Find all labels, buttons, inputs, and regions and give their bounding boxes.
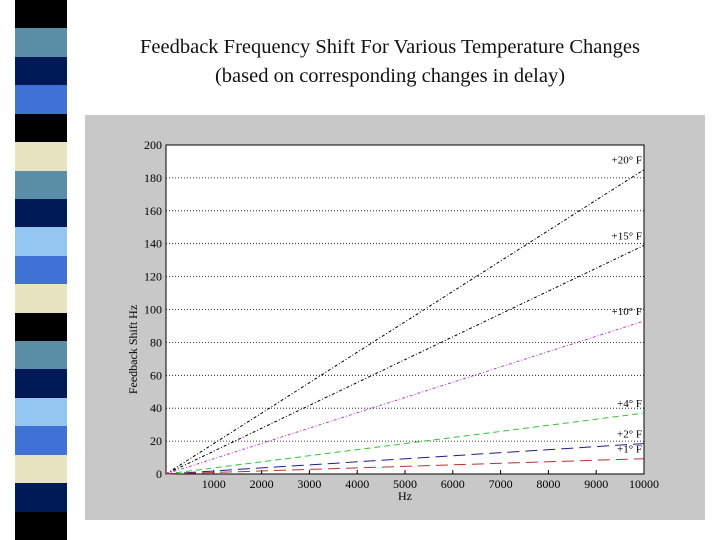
stripe-block bbox=[15, 369, 67, 399]
y-tick-label: 40 bbox=[150, 401, 162, 415]
series-line bbox=[165, 320, 645, 475]
y-tick-label: 80 bbox=[150, 335, 162, 349]
series-line bbox=[165, 412, 645, 475]
stripe-block bbox=[15, 113, 67, 143]
y-tick-label: 20 bbox=[150, 434, 162, 448]
plot-area bbox=[165, 144, 645, 475]
x-tick-label: 5000 bbox=[393, 477, 417, 491]
x-tick-label: 1000 bbox=[202, 477, 226, 491]
x-tick-label: 10000 bbox=[629, 477, 659, 491]
stripe-block bbox=[15, 28, 67, 58]
feedback-shift-chart: 0 20 40 60 80 100 120 140 160 180 200 1000 2000 3000 4… bbox=[126, 138, 659, 503]
x-axis-label: Hz bbox=[398, 489, 412, 503]
decorative-stripe bbox=[15, 0, 67, 540]
y-tick-label: 120 bbox=[144, 270, 162, 284]
x-tick-label: 2000 bbox=[250, 477, 274, 491]
y-tick-label: 140 bbox=[144, 237, 162, 251]
series-line bbox=[165, 443, 645, 475]
x-tick-label: 9000 bbox=[584, 477, 608, 491]
stripe-block bbox=[15, 397, 67, 427]
x-tick-label: 3000 bbox=[297, 477, 321, 491]
stripe-block bbox=[15, 426, 67, 456]
series-label: +2° F bbox=[617, 429, 642, 441]
series-line bbox=[165, 244, 645, 475]
series-label: +1° F bbox=[617, 444, 642, 456]
series-label: +10° F bbox=[612, 306, 642, 318]
y-tick-label: 180 bbox=[144, 171, 162, 185]
stripe-block bbox=[15, 284, 67, 314]
stripe-block bbox=[15, 56, 67, 86]
chart-panel: 0 20 40 60 80 100 120 140 160 180 200 1000 2000 3000 4… bbox=[85, 115, 705, 520]
y-tick-label: 100 bbox=[144, 303, 162, 317]
y-tick-label: 60 bbox=[150, 368, 162, 382]
stripe-block bbox=[15, 198, 67, 228]
series-label: +20° F bbox=[612, 155, 642, 167]
stripe-block bbox=[15, 255, 67, 285]
y-tick-label: 160 bbox=[144, 204, 162, 218]
series-line bbox=[165, 169, 645, 475]
x-tick-label: 6000 bbox=[441, 477, 465, 491]
stripe-block bbox=[15, 511, 67, 540]
stripe-block bbox=[15, 312, 67, 342]
series-line bbox=[165, 458, 645, 475]
y-tick-label: 0 bbox=[156, 467, 162, 481]
stripe-block bbox=[15, 85, 67, 115]
y-tick-label: 200 bbox=[144, 138, 162, 152]
stripe-block bbox=[15, 483, 67, 513]
stripe-block bbox=[15, 227, 67, 257]
slide-title-line1: Feedback Frequency Shift For Various Tem… bbox=[140, 36, 640, 58]
stripe-block bbox=[15, 142, 67, 171]
y-axis-label: Feedback Shift Hz bbox=[126, 305, 140, 394]
slide-title-line2: (based on corresponding changes in delay… bbox=[214, 65, 566, 87]
x-tick-label: 8000 bbox=[536, 477, 560, 491]
stripe-block bbox=[15, 0, 67, 29]
stripe-block bbox=[15, 454, 67, 484]
series-label: +4° F bbox=[617, 398, 642, 410]
stripe-block bbox=[15, 341, 67, 370]
stripe-block bbox=[15, 170, 67, 200]
x-tick-label: 7000 bbox=[489, 477, 513, 491]
series-label: +15° F bbox=[612, 230, 642, 242]
x-tick-label: 4000 bbox=[345, 477, 369, 491]
